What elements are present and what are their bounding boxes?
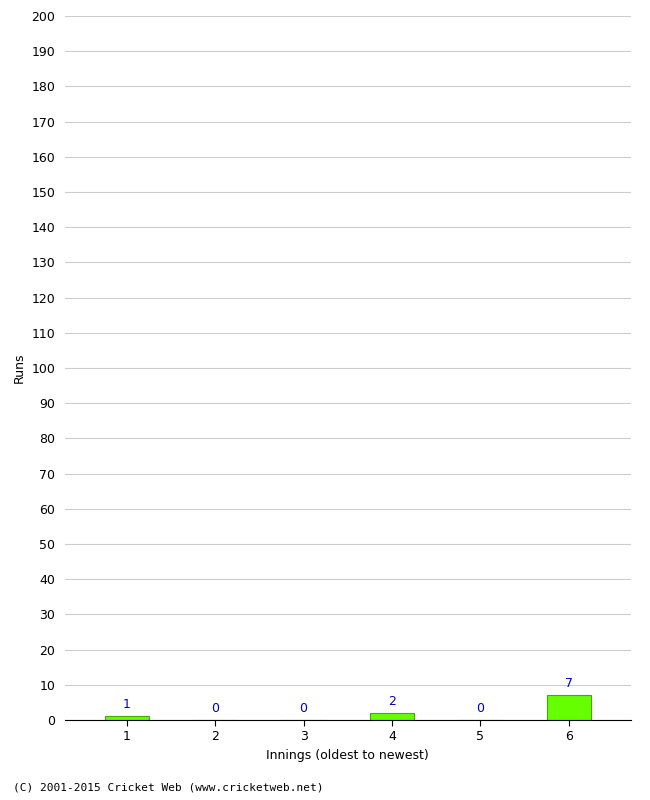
Text: 0: 0: [211, 702, 219, 714]
X-axis label: Innings (oldest to newest): Innings (oldest to newest): [266, 749, 429, 762]
Text: 0: 0: [300, 702, 307, 714]
Bar: [105, 717, 149, 720]
Text: 2: 2: [388, 694, 396, 708]
Text: (C) 2001-2015 Cricket Web (www.cricketweb.net): (C) 2001-2015 Cricket Web (www.cricketwe…: [13, 782, 324, 792]
Y-axis label: Runs: Runs: [13, 353, 26, 383]
Text: 1: 1: [123, 698, 131, 711]
Bar: [370, 713, 414, 720]
Text: 0: 0: [476, 702, 484, 714]
Text: 7: 7: [565, 677, 573, 690]
Bar: [547, 695, 591, 720]
